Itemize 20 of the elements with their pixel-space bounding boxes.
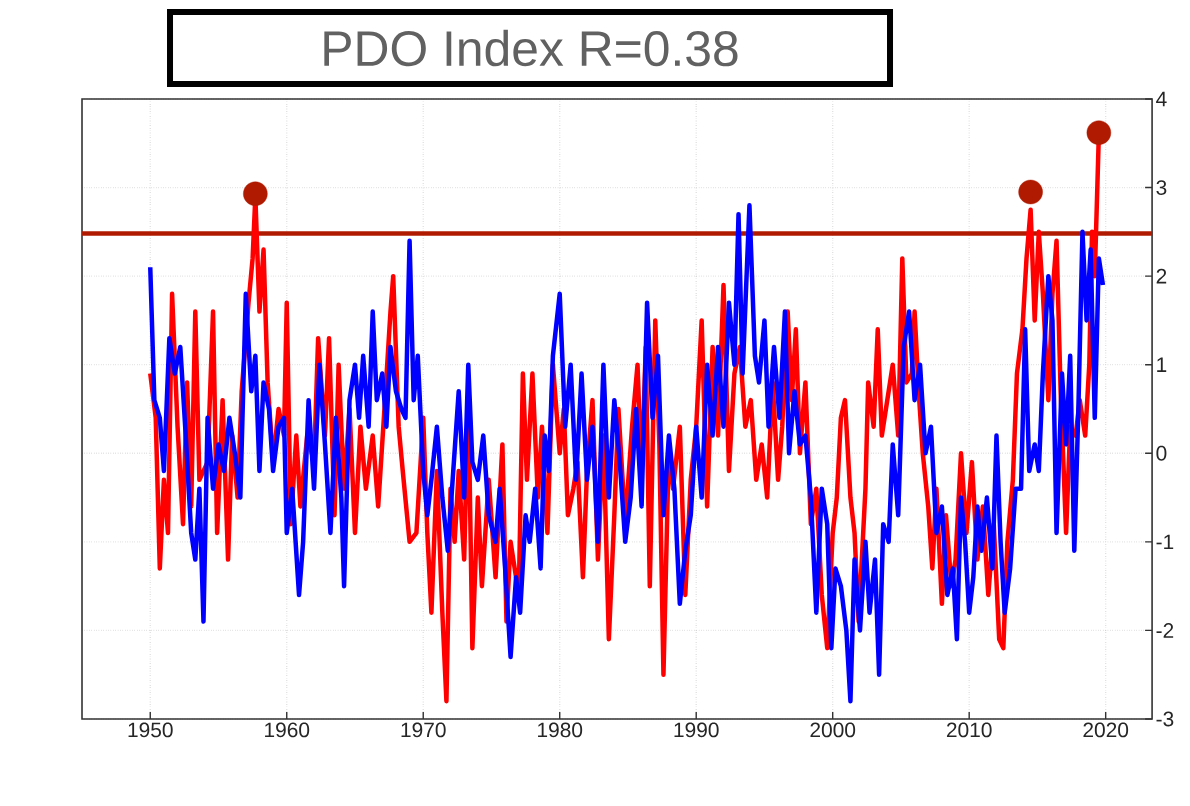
x-tick-label: 1990 [674, 722, 719, 738]
x-tick-label: 1970 [401, 722, 446, 738]
y-tick-label: -3 [1156, 711, 1174, 727]
y-tick-label: -2 [1156, 623, 1174, 638]
point [243, 181, 268, 206]
x-tick-label: 1950 [128, 722, 173, 738]
y-tick-label: 0 [1156, 445, 1167, 461]
chart-title: PDO Index R=0.38 [324, 29, 738, 67]
point [1086, 120, 1112, 145]
x-tick-label: 2010 [946, 722, 992, 738]
x-tick-label: 1980 [538, 722, 583, 738]
point [1018, 179, 1043, 205]
y-tick-label: 3 [1156, 180, 1167, 195]
x-tick-label: 1960 [265, 722, 310, 738]
y-tick-label: 2 [1156, 268, 1167, 284]
y-tick-label: 1 [1157, 357, 1167, 372]
y-tick-label: -1 [1156, 534, 1174, 550]
y-tick-label: 4 [1156, 91, 1167, 107]
x-tick-label: 2000 [810, 722, 856, 738]
x-tick-label: 2020 [1083, 722, 1129, 738]
